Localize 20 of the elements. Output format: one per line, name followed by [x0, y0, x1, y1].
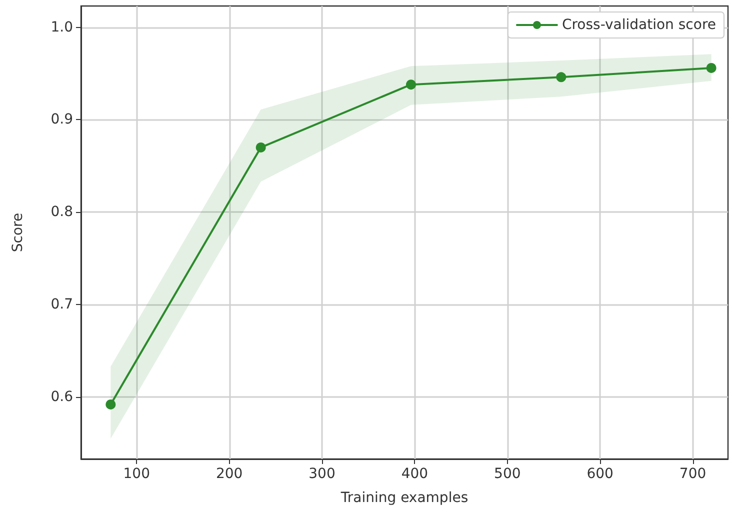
y-tick-label: 1.0	[50, 19, 73, 36]
point	[706, 62, 716, 73]
x-tick-label: 600	[586, 466, 614, 482]
y-tick-label: 0.7	[50, 296, 73, 313]
legend-label: Cross-validation score	[562, 17, 716, 33]
y-tick-label: 0.9	[50, 112, 73, 128]
x-tick-label: 400	[401, 466, 428, 482]
y-axis-title: Score	[10, 212, 26, 252]
y-tick-label: 0.6	[50, 389, 74, 406]
point	[406, 80, 416, 90]
y-tick-label: 0.8	[50, 204, 73, 220]
x-tick-label: 200	[216, 466, 243, 482]
x-tick-label: 100	[123, 466, 150, 482]
x-tick-label: 700	[679, 466, 706, 482]
x-tick-label: 500	[494, 466, 521, 482]
point	[106, 399, 116, 410]
x-axis-title: Training examples	[340, 490, 468, 506]
point	[256, 142, 266, 152]
point	[556, 72, 566, 82]
x-tick-label: 300	[308, 466, 336, 482]
